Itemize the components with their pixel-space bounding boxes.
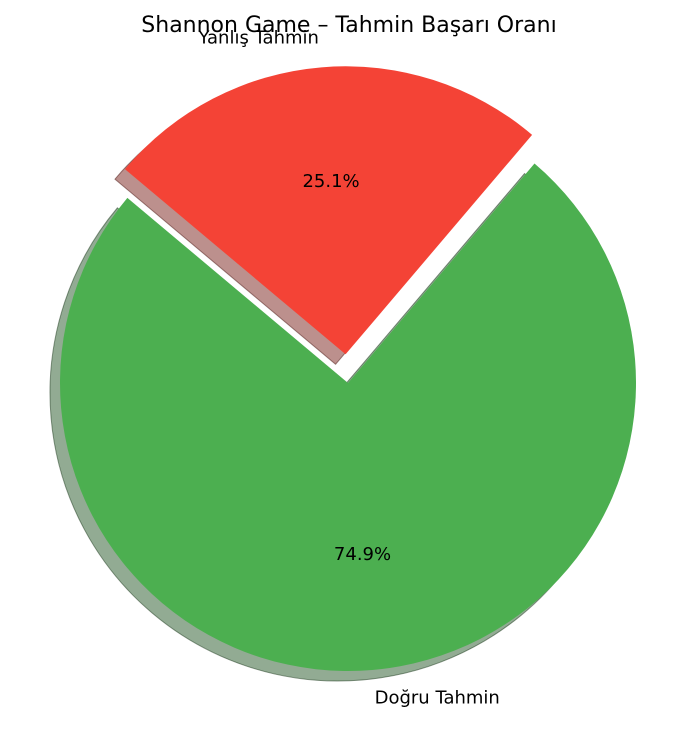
pie-slice-yanlis-tahmin (124, 66, 533, 355)
pie-slice-dogru-tahmin (60, 163, 637, 672)
pie-slice-layer (60, 66, 637, 672)
slice-percentage-dogru-tahmin: 74.9% (334, 544, 391, 565)
slice-label-yanlis-tahmin: Yanlış Tahmin (197, 28, 318, 49)
pie-label-layer: Doğru Tahmin 74.9% Yanlış Tahmin 25.1% (197, 28, 499, 709)
chart-title: Shannon Game – Tahmin Başarı Oranı (141, 13, 556, 38)
slice-percentage-yanlis-tahmin: 25.1% (302, 171, 359, 192)
slice-label-dogru-tahmin: Doğru Tahmin (375, 688, 500, 709)
